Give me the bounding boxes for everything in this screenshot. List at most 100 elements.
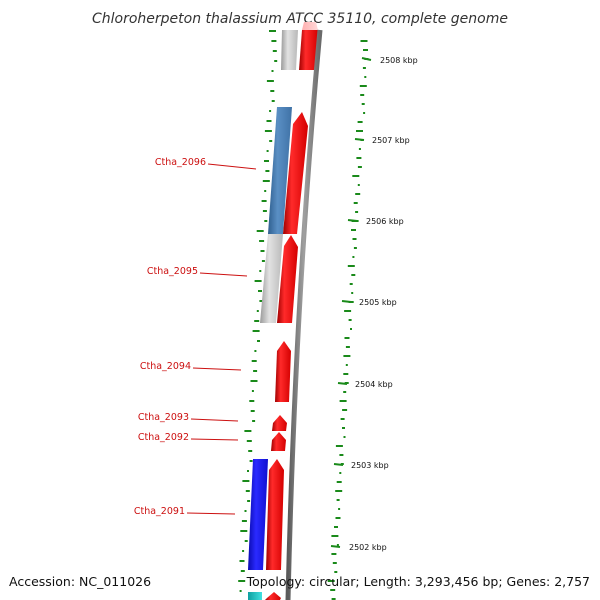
gc-mark	[256, 310, 259, 312]
scale-tick-label: 2502 kbp	[349, 543, 387, 552]
gc-mark	[240, 530, 248, 532]
gc-mark	[266, 80, 274, 82]
gc-mark	[259, 300, 263, 302]
scale-ruler: 2508 kbp 2507 kbp 2506 kbp 2505 kbp 2504…	[330, 56, 418, 552]
gene-label-ctha-2096[interactable]: Ctha_2096	[155, 157, 206, 168]
gc-mark	[253, 370, 258, 372]
feature-bar-gray-middle[interactable]	[260, 234, 283, 323]
gene-arrow-ctha-2092[interactable]	[271, 432, 286, 451]
feature-track	[248, 30, 298, 600]
gc-mark	[353, 202, 358, 204]
gene-label-ctha-2095[interactable]: Ctha_2095	[147, 266, 198, 277]
gene-arrow-bottom[interactable]	[265, 592, 281, 600]
scale-tick	[361, 57, 372, 61]
genome-backbone	[285, 29, 323, 600]
gc-mark	[240, 570, 245, 572]
gc-mark	[270, 90, 275, 92]
gene-arrow-top-pink[interactable]	[302, 22, 318, 30]
gc-mark	[338, 508, 341, 510]
gc-mark	[331, 535, 339, 537]
gc-mark	[343, 355, 351, 357]
gc-mark	[344, 310, 352, 312]
gc-mark	[348, 319, 352, 321]
gc-outer-track	[327, 40, 369, 600]
gc-mark	[244, 510, 247, 512]
gc-mark	[259, 270, 262, 272]
gc-mark	[359, 85, 367, 87]
gene-arrow-ctha-2095[interactable]	[277, 235, 298, 323]
gc-mark	[257, 340, 260, 342]
gc-inner-track	[238, 30, 278, 592]
scale-tick	[347, 219, 358, 222]
gene-label-ctha-2091[interactable]: Ctha_2091	[134, 506, 185, 517]
gc-mark	[242, 550, 245, 552]
gc-mark	[332, 562, 337, 564]
gc-mark	[256, 230, 264, 232]
gc-mark	[356, 157, 362, 159]
scale-tick-label: 2508 kbp	[380, 56, 418, 65]
gc-mark	[351, 292, 354, 294]
gc-mark	[269, 110, 272, 112]
gene-arrow-ctha-2094[interactable]	[275, 341, 291, 402]
feature-bar-cyan[interactable]	[248, 592, 262, 600]
gc-mark	[251, 360, 257, 362]
gc-mark	[251, 390, 254, 392]
gc-mark	[254, 350, 257, 352]
gc-mark	[269, 30, 276, 32]
gc-mark	[335, 445, 343, 447]
gene-arrow-ctha-2096[interactable]	[283, 112, 308, 234]
gene-label-ctha-2094[interactable]: Ctha_2094	[140, 361, 191, 372]
gc-mark	[358, 148, 361, 150]
genome-summary-text: Topology: circular; Length: 3,293,456 bp…	[246, 574, 590, 589]
gc-mark	[351, 274, 356, 276]
gc-mark	[330, 589, 336, 591]
gene-label-ctha-2093[interactable]: Ctha_2093	[138, 412, 189, 423]
gene-arrow-top[interactable]	[299, 30, 318, 70]
gene-track	[265, 22, 318, 600]
gc-mark	[364, 76, 367, 78]
gc-mark	[246, 440, 252, 442]
gc-mark	[350, 328, 352, 330]
feature-bar-steelblue[interactable]	[268, 107, 292, 234]
gc-mark	[339, 454, 344, 456]
gc-mark	[264, 220, 268, 222]
scale-tick	[337, 382, 348, 385]
scale-tick-label: 2504 kbp	[355, 380, 393, 389]
gc-mark	[353, 247, 357, 249]
feature-bar-gray-top[interactable]	[281, 30, 298, 70]
gc-mark	[239, 560, 245, 562]
gc-mark	[269, 140, 273, 142]
gc-mark	[334, 526, 338, 528]
gc-mark	[331, 598, 336, 600]
feature-bar-blue[interactable]	[248, 459, 268, 570]
gc-mark	[264, 190, 267, 192]
gc-mark	[363, 112, 366, 114]
gc-mark	[249, 400, 255, 402]
gc-mark	[247, 470, 249, 472]
gc-mark	[357, 184, 360, 186]
gc-mark	[342, 427, 345, 429]
gc-mark	[271, 70, 274, 72]
gc-mark	[343, 373, 349, 375]
gene-leader-line	[190, 418, 239, 422]
gc-mark	[250, 380, 258, 382]
gc-mark	[264, 160, 269, 162]
gc-mark	[260, 250, 265, 252]
gc-mark	[340, 418, 345, 420]
gc-mark	[343, 391, 347, 393]
gc-mark	[247, 500, 251, 502]
scale-tick-label: 2505 kbp	[359, 298, 397, 307]
gene-label-ctha-2092[interactable]: Ctha_2092	[138, 432, 189, 443]
gc-mark	[336, 544, 339, 546]
gene-arrow-ctha-2091[interactable]	[266, 459, 284, 570]
gene-leader-line	[207, 163, 257, 170]
gc-mark	[349, 283, 353, 285]
gc-mark	[252, 330, 260, 332]
gene-arrow-ctha-2093[interactable]	[272, 415, 287, 431]
gc-mark	[336, 481, 342, 483]
gc-mark	[252, 420, 256, 422]
gc-mark	[331, 553, 337, 555]
gc-mark	[250, 410, 255, 412]
gc-mark	[360, 94, 365, 96]
gc-mark	[244, 430, 252, 432]
